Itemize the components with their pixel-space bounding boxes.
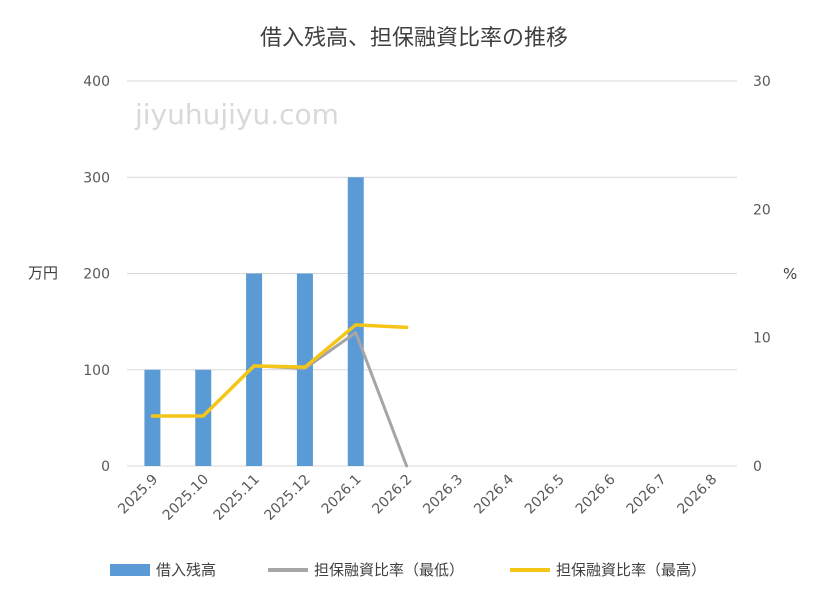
- series-line: [150, 323, 409, 418]
- legend-swatch: [110, 564, 150, 576]
- y-left-tick-label: 100: [83, 363, 110, 379]
- legend: 借入残高 担保融資比率（最低） 担保融資比率（最高）: [110, 561, 706, 579]
- line-series: [150, 323, 409, 468]
- y-left-tick-label: 0: [101, 459, 110, 475]
- bar: [347, 177, 364, 466]
- legend-label: 担保融資比率（最高）: [556, 561, 706, 579]
- y-right-ticks: 0 10 20 30: [753, 74, 771, 475]
- gridlines: [127, 80, 737, 467]
- y-left-tick-label: 300: [83, 170, 110, 186]
- y-right-axis-label: %: [783, 265, 797, 283]
- y-left-ticks: 0 100 200 300 400: [83, 74, 110, 475]
- y-right-tick-label: 10: [753, 331, 771, 347]
- y-right-tick-label: 20: [753, 202, 771, 218]
- legend-label: 借入残高: [156, 561, 216, 579]
- chart-title: 借入残高、担保融資比率の推移: [260, 26, 568, 51]
- bar: [144, 369, 161, 466]
- legend-label: 担保融資比率（最低）: [314, 561, 464, 579]
- y-left-axis-label: 万円: [28, 264, 58, 282]
- y-right-tick-label: 0: [753, 459, 762, 475]
- watermark: jiyuhujiyu.com: [134, 98, 339, 131]
- y-left-tick-label: 200: [83, 267, 110, 283]
- bar: [195, 369, 212, 466]
- bar: [246, 273, 263, 466]
- y-left-tick-label: 400: [83, 74, 110, 90]
- y-right-tick-label: 30: [753, 74, 771, 90]
